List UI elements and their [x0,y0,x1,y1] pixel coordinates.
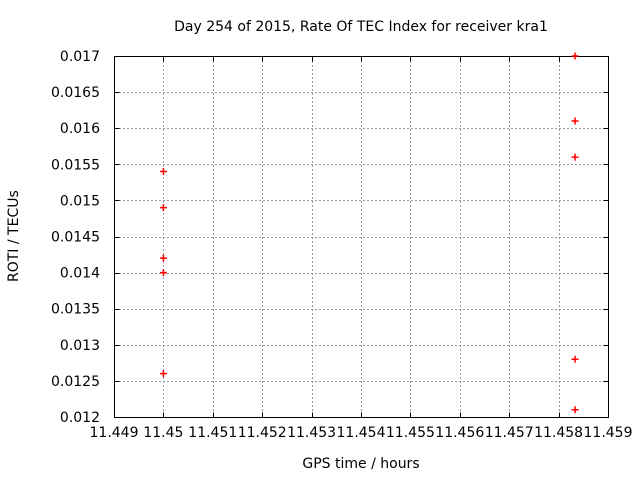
x-tick-label: 11.452 [238,425,287,441]
y-tick-label: 0.016 [60,121,100,137]
x-tick-label: 11.455 [386,425,435,441]
y-tick-label: 0.0165 [51,85,100,101]
data-point-marker [159,269,167,277]
y-tick-label: 0.014 [60,266,100,282]
x-axis-label: GPS time / hours [302,456,420,472]
data-point-marker [571,52,579,60]
chart-title: Day 254 of 2015, Rate Of TEC Index for r… [174,19,548,35]
y-tick-label: 0.0155 [51,157,100,173]
data-point-marker [159,254,167,262]
y-tick-label: 0.0135 [51,302,100,318]
y-tick-label: 0.012 [60,410,100,426]
x-tick-label: 11.453 [287,425,336,441]
y-tick-label: 0.017 [60,49,100,65]
data-point-marker [571,153,579,161]
x-tick-label: 11.454 [337,425,386,441]
data-point-marker [571,406,579,414]
x-tick-label: 11.449 [90,425,139,441]
x-tick-label: 11.456 [435,425,484,441]
data-point-marker [159,370,167,378]
y-tick-label: 0.0145 [51,230,100,246]
x-tick-label: 11.451 [188,425,237,441]
data-point-marker [159,204,167,212]
data-point-marker [571,117,579,125]
y-tick-label: 0.013 [60,338,100,354]
x-tick-label: 11.459 [584,425,633,441]
y-tick-label: 0.015 [60,193,100,209]
y-tick-label: 0.0125 [51,374,100,390]
data-point-marker [159,168,167,176]
data-point-marker [571,355,579,363]
x-tick-label: 11.458 [534,425,583,441]
x-tick-label: 11.457 [485,425,534,441]
x-tick-label: 11.45 [143,425,183,441]
